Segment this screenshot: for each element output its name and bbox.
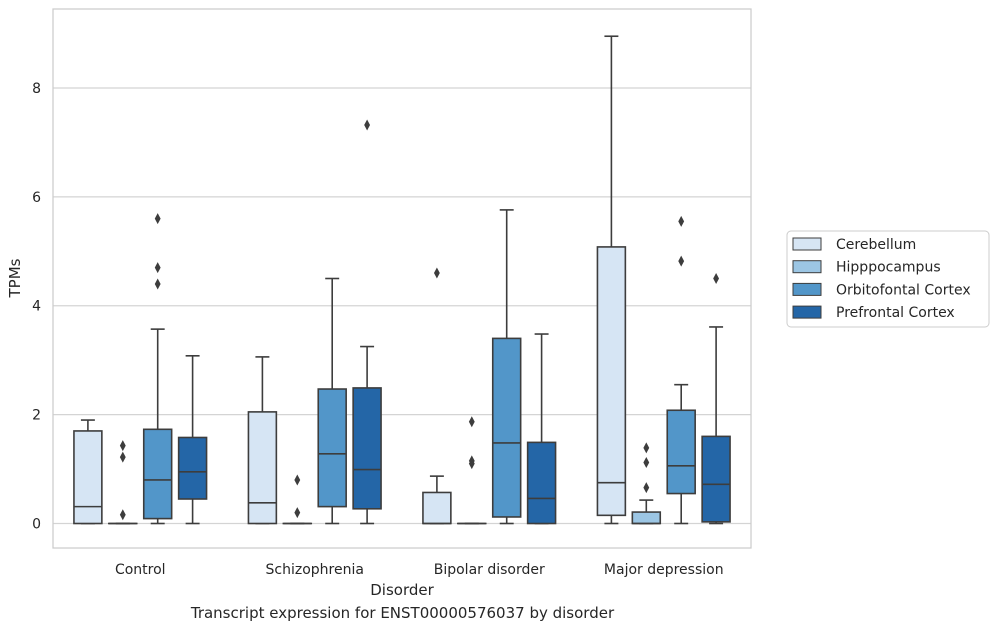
outlier-point — [643, 482, 650, 494]
box-body — [73, 430, 103, 525]
y-tick-label: 0 — [32, 517, 41, 533]
box-body — [352, 387, 382, 510]
y-tick-label: 2 — [32, 408, 41, 424]
y-axis-label: TPMs — [6, 258, 24, 298]
y-axis-ticks: 0 2 4 6 8 — [32, 81, 41, 533]
box-body — [631, 511, 662, 525]
box-prefrontal-cortex — [177, 355, 208, 525]
box-body — [526, 441, 557, 525]
outlier-point — [643, 442, 650, 454]
box-orbitofontal-cortex — [142, 213, 173, 525]
outlier-point — [154, 278, 161, 290]
x-tick-label: Control — [115, 562, 166, 578]
outlier-point — [468, 455, 475, 467]
box-cerebellum — [596, 35, 627, 525]
box-plot-marks — [73, 35, 731, 525]
legend-label: Cerebellum — [836, 237, 916, 253]
box-body — [142, 428, 173, 520]
legend-label: Prefrontal Cortex — [836, 305, 955, 321]
box-orbitofontal-cortex — [491, 209, 522, 525]
box-orbitofontal-cortex — [317, 277, 347, 525]
outlier-point — [154, 213, 161, 225]
outlier-point — [468, 416, 475, 428]
box-prefrontal-cortex — [701, 273, 731, 525]
y-tick-label: 4 — [32, 299, 41, 315]
box-body — [491, 337, 522, 518]
box-body — [666, 409, 696, 495]
legend-label: Orbitofontal Cortex — [836, 282, 971, 298]
box-prefrontal-cortex — [352, 119, 382, 525]
x-tick-label: Bipolar disorder — [434, 562, 545, 578]
legend-swatch — [792, 282, 822, 296]
outlier-point — [713, 273, 720, 284]
box-hipppocampus — [282, 474, 313, 525]
x-axis-ticks: Control Schizophrenia Bipolar disorder Majo… — [115, 562, 724, 578]
legend-frame — [786, 230, 990, 328]
box-prefrontal-cortex — [526, 333, 557, 525]
box-body — [247, 411, 278, 525]
box-hipppocampus — [457, 416, 487, 525]
box-body — [596, 246, 627, 517]
box-body — [701, 435, 731, 523]
box-orbitofontal-cortex — [666, 215, 696, 525]
outlier-point — [364, 119, 371, 131]
chart-caption: Transcript expression for ENST0000057603… — [190, 604, 615, 622]
legend: Cerebellum Hipppocampus Orbitofontal Corte… — [786, 230, 990, 328]
legend-swatch — [792, 305, 822, 319]
box-body — [177, 436, 208, 500]
box-hipppocampus — [108, 440, 138, 525]
box-hipppocampus — [631, 442, 662, 525]
legend-swatch — [792, 260, 822, 274]
x-tick-label: Schizophrenia — [266, 562, 364, 578]
outlier-point — [119, 440, 126, 452]
y-tick-label: 6 — [32, 190, 41, 206]
outlier-point — [678, 215, 685, 227]
outlier-point — [433, 267, 440, 279]
legend-label: Hipppocampus — [836, 260, 941, 276]
outlier-point — [643, 457, 650, 469]
box-body — [317, 388, 347, 508]
y-tick-label: 8 — [32, 81, 41, 97]
outlier-point — [294, 507, 301, 519]
outlier-point — [154, 262, 161, 274]
x-axis-label: Disorder — [370, 581, 434, 599]
legend-swatch — [792, 237, 822, 251]
outlier-point — [294, 474, 301, 486]
x-tick-label: Major depression — [604, 562, 724, 578]
box-cerebellum — [247, 356, 278, 525]
box-cerebellum — [422, 267, 452, 525]
plot-area-frame — [52, 8, 752, 549]
outlier-point — [678, 255, 685, 267]
box-cerebellum — [73, 419, 103, 525]
outlier-point — [119, 451, 126, 463]
outlier-point — [119, 509, 126, 521]
box-body — [422, 491, 452, 525]
